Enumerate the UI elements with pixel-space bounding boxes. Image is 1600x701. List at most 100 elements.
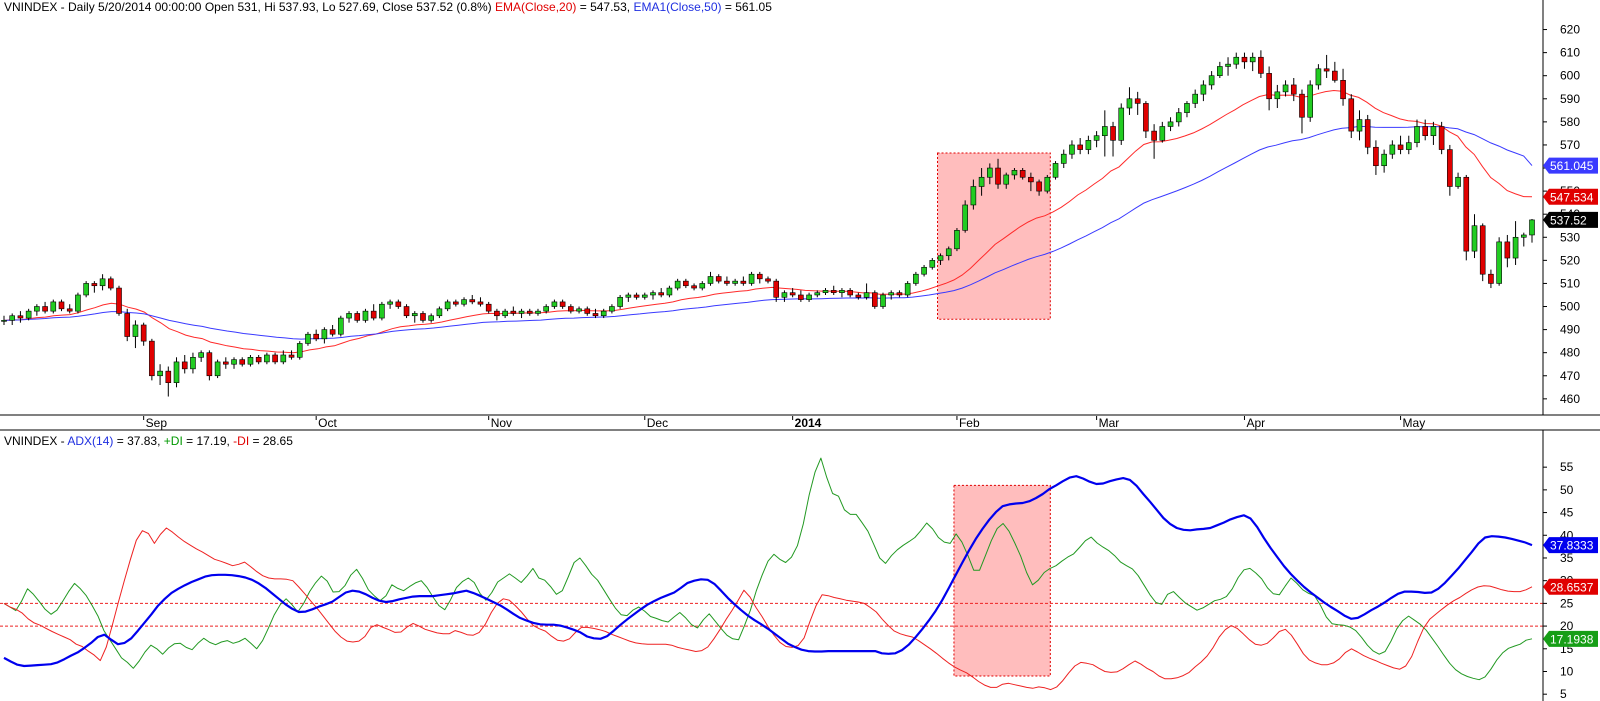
- candle: [223, 357, 229, 369]
- candle: [822, 288, 829, 295]
- candle: [526, 308, 533, 316]
- candle-body: [313, 333, 319, 340]
- price-axis-label: 470: [1560, 369, 1580, 383]
- candle-body: [945, 248, 952, 257]
- candle-body: [510, 310, 517, 314]
- candle-body: [1373, 146, 1379, 167]
- candle: [683, 278, 689, 289]
- candle: [551, 299, 558, 309]
- candle-body: [1290, 84, 1297, 95]
- candle: [1455, 172, 1461, 189]
- price-axis-label: 460: [1560, 392, 1580, 406]
- candle: [1151, 124, 1157, 159]
- candle: [1175, 108, 1182, 127]
- adx-line: [3, 475, 1533, 668]
- candle-body: [124, 313, 131, 337]
- price-panel[interactable]: [1, 50, 1535, 397]
- value-tag-bg: [1543, 578, 1598, 595]
- candle: [34, 304, 40, 316]
- candle: [50, 299, 57, 314]
- candle-body: [411, 313, 418, 317]
- candle: [66, 304, 73, 314]
- candle: [1274, 84, 1281, 109]
- candle: [518, 308, 525, 319]
- candle-body: [502, 310, 508, 317]
- candle-body: [1044, 176, 1051, 192]
- candle-body: [1233, 56, 1240, 65]
- candle-body: [781, 292, 788, 298]
- candle-body: [625, 294, 632, 298]
- price-axis-label: 620: [1560, 23, 1580, 37]
- candle: [584, 306, 591, 316]
- candle-body: [896, 292, 903, 296]
- indicator-axis-label: 35: [1560, 551, 1574, 565]
- candle-body: [428, 315, 434, 321]
- close-value-tag: 537.52: [1543, 211, 1598, 228]
- candle-body: [1258, 56, 1264, 74]
- candle: [91, 281, 98, 293]
- candle-body: [1405, 142, 1412, 150]
- value-tag-text: 561.045: [1550, 159, 1594, 173]
- candle: [913, 271, 919, 286]
- candle: [1299, 89, 1305, 134]
- candle: [420, 311, 426, 323]
- candle-body: [1110, 126, 1116, 141]
- price-axis-label: 590: [1560, 92, 1580, 106]
- candle: [1217, 61, 1223, 79]
- value-tag-bg: [1543, 630, 1598, 647]
- candle: [395, 299, 402, 309]
- candle: [929, 258, 936, 270]
- candle-body: [1414, 126, 1420, 143]
- candle-body: [658, 292, 665, 296]
- candle-body: [904, 283, 911, 296]
- candle: [1208, 71, 1215, 90]
- candle-body: [699, 283, 706, 289]
- candle: [839, 288, 845, 298]
- candle: [157, 364, 163, 385]
- candle: [313, 329, 319, 342]
- adx-value-tag: 37.8333: [1543, 537, 1598, 554]
- candle-body: [568, 306, 574, 312]
- candle: [740, 276, 747, 286]
- candle: [181, 354, 188, 374]
- candle: [1348, 94, 1355, 139]
- candle: [1290, 78, 1297, 102]
- candle-body: [650, 292, 656, 296]
- candle: [781, 290, 788, 302]
- candle-body: [338, 317, 344, 335]
- candle-body: [132, 324, 139, 337]
- candle: [338, 315, 344, 337]
- candle-body: [1504, 241, 1511, 259]
- candle: [461, 297, 467, 307]
- candle-body: [773, 280, 780, 298]
- candle: [904, 281, 911, 298]
- candle: [1126, 87, 1133, 115]
- candle-body: [1520, 234, 1527, 238]
- candle-body: [535, 310, 541, 314]
- candle: [453, 299, 459, 307]
- indicator-axis-label: 10: [1560, 664, 1574, 678]
- candle-body: [370, 310, 377, 319]
- candle: [921, 264, 927, 277]
- candle-body: [830, 290, 837, 293]
- candle-body: [461, 299, 467, 305]
- candle-body: [50, 301, 57, 312]
- indicator-panel[interactable]: [0, 457, 1543, 691]
- candle: [1167, 117, 1174, 132]
- candle: [633, 292, 640, 300]
- candle-body: [863, 292, 870, 298]
- ema50-line: [3, 125, 1533, 340]
- candle: [346, 311, 352, 323]
- value-tag-bg: [1543, 157, 1598, 174]
- candle: [321, 327, 328, 344]
- candle-body: [592, 313, 599, 317]
- candle: [1003, 172, 1010, 189]
- candle: [1085, 135, 1092, 155]
- candle: [798, 290, 804, 302]
- candle-body: [107, 278, 114, 289]
- candle-body: [420, 313, 426, 321]
- candle-body: [1036, 181, 1042, 192]
- candle-body: [995, 167, 1001, 185]
- candle-body: [1167, 121, 1174, 127]
